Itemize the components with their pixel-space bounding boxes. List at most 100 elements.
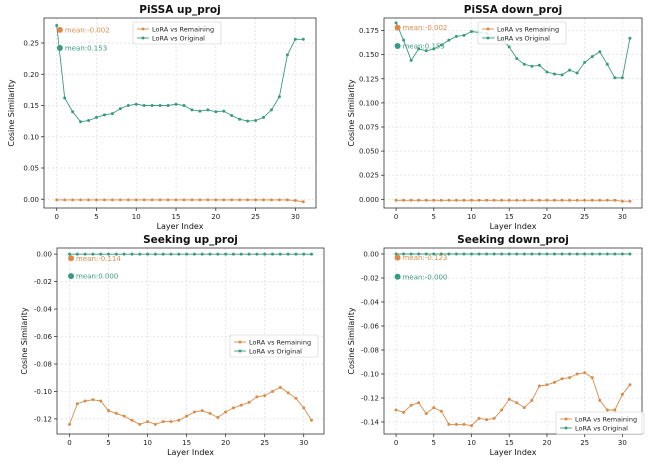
data-point — [130, 252, 134, 256]
data-point — [454, 422, 458, 426]
data-point — [91, 398, 95, 402]
x-tick-label: 15 — [505, 439, 514, 447]
data-point — [153, 252, 157, 256]
data-point — [71, 110, 75, 114]
x-tick-label: 15 — [182, 439, 191, 447]
data-point — [447, 198, 451, 202]
data-point — [417, 47, 421, 51]
data-point — [146, 252, 150, 256]
x-axis-label: Layer Index — [157, 222, 204, 231]
data-point — [583, 371, 587, 375]
data-point — [590, 55, 594, 59]
data-point — [583, 198, 587, 202]
data-point — [560, 252, 564, 256]
data-point — [293, 199, 297, 202]
data-point — [560, 198, 564, 202]
data-point — [138, 422, 142, 426]
data-point — [246, 198, 250, 202]
chart-title: Seeking up_proj — [143, 234, 238, 246]
data-point — [470, 198, 474, 202]
data-point — [192, 410, 196, 414]
data-point — [263, 394, 267, 398]
x-axis-label: Layer Index — [167, 448, 214, 457]
x-tick-label: 10 — [467, 213, 476, 221]
y-tick-label: 0.050 — [359, 148, 379, 156]
data-point — [310, 418, 314, 422]
data-point — [158, 104, 162, 107]
data-point — [424, 49, 428, 53]
x-tick-label: 25 — [580, 213, 589, 221]
legend-entry: LoRA vs Original — [575, 425, 628, 433]
data-point — [79, 120, 83, 124]
legend-entry: LoRA vs Remaining — [575, 416, 637, 424]
data-point — [142, 104, 146, 107]
data-point — [620, 392, 624, 396]
legend-marker — [564, 426, 568, 430]
data-point — [477, 416, 481, 420]
data-point — [522, 198, 526, 202]
data-point — [99, 252, 103, 256]
data-point — [302, 406, 306, 410]
x-tick-label: 30 — [291, 213, 300, 221]
mean-annotation: mean:-0.114 — [76, 255, 121, 263]
data-point — [568, 68, 572, 72]
data-point — [293, 37, 297, 41]
legend-marker — [238, 340, 242, 344]
x-tick-label: 0 — [67, 439, 71, 447]
data-point — [402, 198, 406, 202]
data-point — [409, 252, 413, 256]
x-tick-label: 25 — [260, 439, 269, 447]
y-tick-label: 0.05 — [23, 165, 39, 173]
data-point — [417, 252, 421, 256]
data-point — [278, 252, 282, 256]
chart-panel-4: 0 5 10 15 20 25 30 0.00 -0.02 -0.04 -0.06 -0.08 -0.1… — [347, 234, 645, 457]
data-point — [75, 252, 79, 256]
data-point — [447, 422, 451, 426]
data-point — [454, 198, 458, 202]
data-point — [269, 108, 273, 112]
y-tick-label: -0.08 — [34, 360, 52, 368]
data-point — [285, 198, 289, 202]
data-point — [417, 401, 421, 405]
x-tick-label: 25 — [251, 213, 260, 221]
data-point — [500, 198, 504, 202]
data-point — [545, 383, 549, 387]
plot-frame — [43, 17, 317, 209]
data-point — [424, 198, 428, 202]
data-point — [285, 53, 289, 57]
data-point — [126, 198, 130, 202]
x-tick-label: 30 — [299, 439, 308, 447]
y-tick-label: -0.06 — [361, 323, 380, 331]
y-axis-label: Cosine Similarity — [7, 79, 16, 146]
mean-marker — [56, 45, 63, 51]
mean-annotation: mean:0.153 — [65, 45, 107, 53]
y-tick-label: 0.100 — [359, 99, 379, 107]
data-point — [402, 38, 406, 42]
data-point — [568, 198, 572, 202]
data-point — [254, 198, 258, 202]
data-point — [134, 102, 138, 106]
x-tick-label: 30 — [618, 213, 627, 221]
y-tick-label: 0.175 — [359, 27, 379, 35]
data-point — [432, 252, 436, 256]
data-point — [67, 252, 71, 256]
data-point — [134, 198, 138, 202]
data-point — [507, 45, 511, 49]
y-tick-label: -0.08 — [361, 347, 379, 355]
data-point — [83, 399, 87, 403]
data-point — [485, 418, 489, 422]
data-point — [530, 252, 534, 256]
data-point — [255, 395, 259, 399]
data-point — [613, 198, 617, 202]
data-point — [394, 21, 398, 25]
x-tick-label: 5 — [94, 213, 98, 221]
data-point — [182, 198, 186, 202]
mean-annotation: mean:-0.000 — [403, 273, 448, 281]
data-point — [552, 252, 556, 256]
data-point — [231, 252, 235, 256]
data-point — [628, 199, 632, 203]
data-point — [583, 60, 587, 64]
x-tick-label: 20 — [221, 439, 230, 447]
y-axis-label: Cosine Similarity — [347, 79, 356, 146]
data-point — [447, 252, 451, 256]
